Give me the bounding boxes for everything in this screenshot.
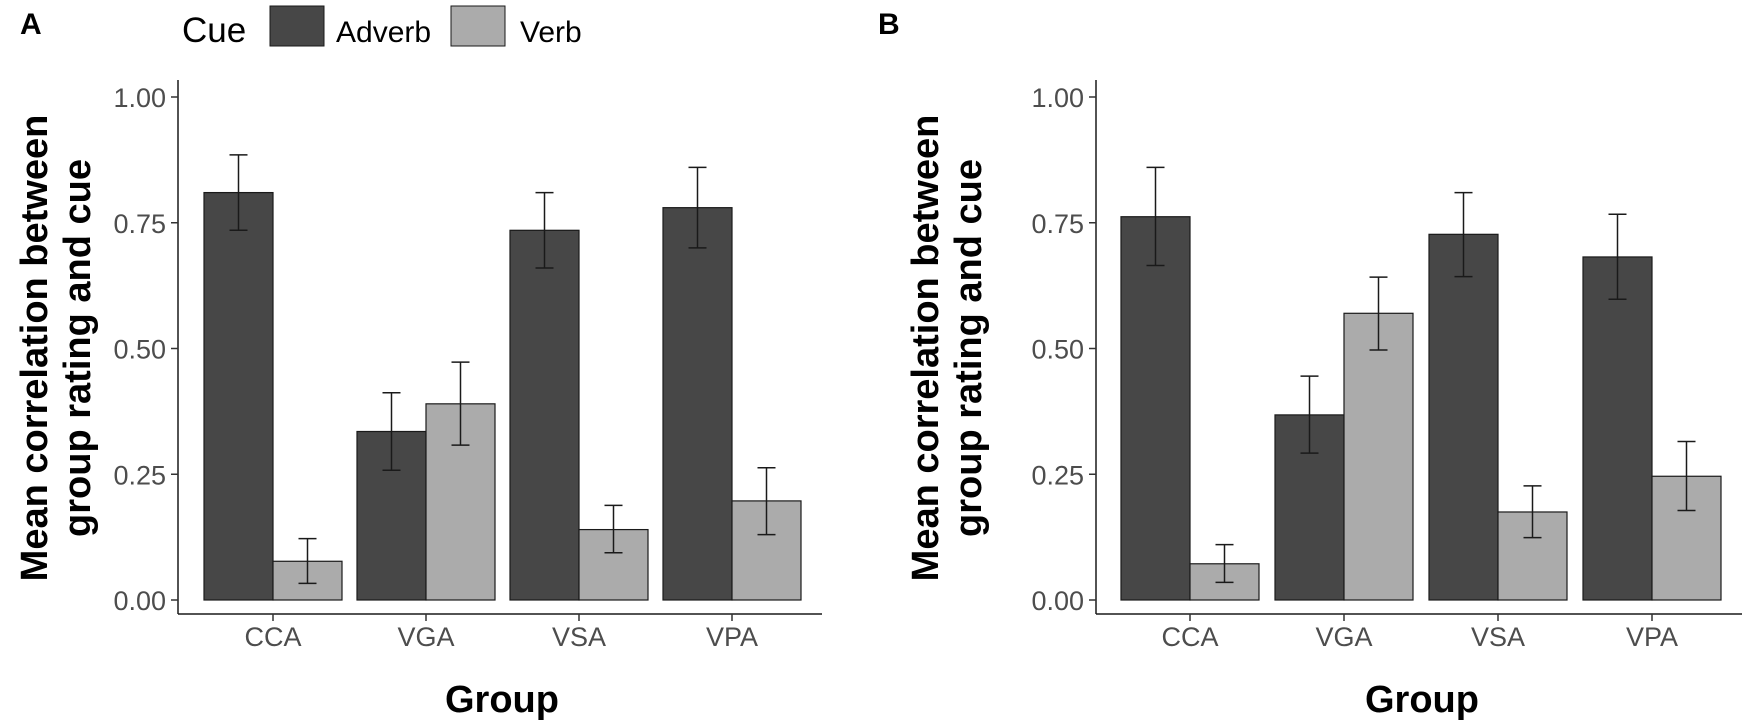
panel-a-error-bar-verb-vpa [757, 466, 776, 536]
panel-a-bar-adverb-cca [203, 191, 274, 601]
panel-b-error-bar-verb-cca [1215, 543, 1234, 584]
panel-a-error-bar-adverb-vpa [688, 166, 707, 249]
panel-b-x-tick-label-cca: CCA [1161, 622, 1218, 652]
panel-a-error-bar-adverb-cca [229, 154, 248, 232]
legend-swatch-adverb [269, 5, 325, 47]
panel-b-x-tick-label-vsa: VSA [1471, 622, 1525, 652]
panel-b-error-bar-adverb-vsa [1454, 191, 1473, 278]
panel-a-y-tick-label: 0.00 [113, 586, 166, 616]
panel-b-y-tick-label: 0.75 [1031, 209, 1084, 239]
legend-label-verb: Verb [520, 16, 582, 49]
panel-a-error-bar-adverb-vsa [535, 191, 554, 269]
panel-b-bar-verb-vga [1343, 312, 1414, 601]
panel-a-error-bar-adverb-vga [382, 392, 401, 471]
panel-b-error-bar-adverb-cca [1146, 166, 1165, 267]
panel-a-y-tick-label: 1.00 [113, 83, 166, 113]
panel-a-x-tick-label-vpa: VPA [706, 622, 758, 652]
panel-b-x-tick-label-vga: VGA [1315, 622, 1372, 652]
panel-b-y-tick-label: 0.25 [1031, 460, 1084, 490]
legend-label-adverb: Adverb [336, 16, 431, 49]
panel-a-error-bar-verb-cca [298, 537, 317, 585]
panel-a-y-axis-title-line1: Mean correlation between [14, 115, 56, 582]
panel-b-error-bar-verb-vsa [1523, 485, 1542, 539]
panel-b-y-tick-label: 0.00 [1031, 586, 1084, 616]
panel-a-x-axis-title: Group [445, 679, 559, 721]
panel-a: A Mean correlation between group rating … [14, 8, 822, 721]
legend: Cue Adverb Verb [182, 5, 582, 50]
panel-b-error-bar-adverb-vga [1300, 375, 1319, 454]
legend-swatch-verb [450, 5, 506, 47]
panel-b-y-tick-label: 0.50 [1031, 335, 1084, 365]
panel-a-y-tick-label: 0.25 [113, 460, 166, 490]
panel-b-error-bar-adverb-vpa [1608, 213, 1627, 300]
panel-b-bar-adverb-vpa [1582, 256, 1653, 601]
panel-a-x-tick-label-vsa: VSA [552, 622, 606, 652]
panel-a-bar-adverb-vsa [509, 229, 580, 601]
panel-b-error-bar-verb-vpa [1677, 440, 1696, 512]
panel-b-x-tick-label-vpa: VPA [1626, 622, 1678, 652]
panel-b-bar-adverb-cca [1120, 216, 1191, 601]
panel-a-y-axis-title-line2: group rating and cue [57, 159, 99, 537]
legend-title: Cue [182, 11, 246, 50]
panel-a-y-tick-label: 0.50 [113, 335, 166, 365]
panel-a-x-tick-label-vga: VGA [397, 622, 454, 652]
panel-b-y-axis-title-line2: group rating and cue [948, 159, 990, 537]
panel-a-bar-adverb-vpa [662, 207, 733, 601]
panel-b-plot: 0.00 0.25 0.50 0.75 1.00 CCA VGA VSA VPA [1031, 80, 1742, 652]
panel-a-y-tick-label: 0.75 [113, 209, 166, 239]
panel-a-error-bar-verb-vga [451, 361, 470, 446]
panel-b-x-axis-title: Group [1365, 679, 1479, 721]
panel-a-plot: 0.00 0.25 0.50 0.75 1.00 CCA VGA VSA VPA [113, 80, 822, 652]
panel-b-label: B [878, 8, 900, 41]
panel-b: B Mean correlation between group rating … [878, 8, 1742, 721]
panel-b-error-bar-verb-vga [1369, 276, 1388, 351]
panel-b-y-axis-title-line1: Mean correlation between [905, 115, 947, 582]
panel-b-bar-adverb-vsa [1428, 233, 1499, 601]
panel-a-x-tick-label-cca: CCA [244, 622, 301, 652]
panel-a-error-bar-verb-vsa [604, 504, 623, 554]
panel-b-y-tick-label: 1.00 [1031, 83, 1084, 113]
panel-a-label: A [20, 8, 42, 41]
